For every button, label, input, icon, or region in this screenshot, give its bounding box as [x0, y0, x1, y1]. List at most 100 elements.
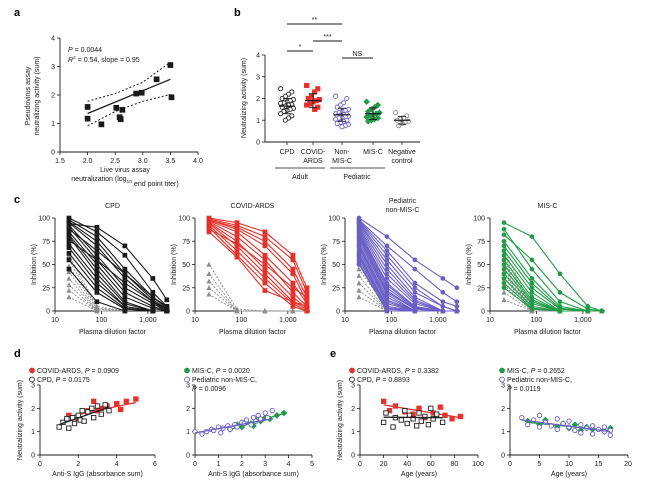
panel-e-left-legend-label-1: CPD, P = 0.8893 [357, 377, 410, 384]
panel-e-right: 0 5 10 15 20 0 1 2 3 Age (years) MIS-C, P = 0.2652… [499, 367, 632, 478]
panel-d-left-legend-marker-0 [29, 367, 35, 374]
panel-b-point-4 [396, 123, 402, 129]
panel-d-left-point-1 [71, 420, 78, 427]
panel-c-subplot-1: 10 100 1,000 0 25 50 75 100 Plasma dilution fact… [171, 203, 310, 336]
panel-c-series-point [384, 248, 390, 253]
panel-c-series-point [262, 276, 268, 281]
panel-c-series-point [94, 229, 100, 235]
panel-e-right-point-1 [578, 430, 584, 436]
panel-a-p-value-part-0: P [68, 47, 73, 54]
panel-e-right-x-tick-label: 20 [624, 461, 632, 468]
panel-e-left-point-1 [402, 408, 408, 414]
panel-d-left-point-1 [94, 403, 101, 409]
panel-c-y-label: Inhibition (%) [466, 244, 473, 285]
panel-e-right-legend-label-0-part-0: MIS-C, [507, 368, 531, 375]
panel-c-negative-point [206, 261, 212, 267]
panel-c-negative-point [206, 284, 212, 290]
panel-e-left-point-1 [439, 419, 446, 425]
panel-e-left-point-0 [449, 416, 455, 422]
panel-c-series-point [262, 229, 268, 235]
panel-c-negative-point [356, 280, 362, 286]
panel-b-point-1 [305, 95, 311, 102]
panel-e-left-x-tick-label: 100 [472, 461, 484, 468]
panel-c-series-point [290, 252, 296, 258]
panel-c-x-tick-label: 100 [531, 317, 543, 324]
panel-c-series-point [384, 271, 390, 277]
panel-b-point-4 [393, 110, 399, 116]
panel-e-left-point-1 [430, 416, 436, 422]
panel-c-y-tick-label: 0 [46, 309, 50, 316]
panel-d-left-point-1 [56, 424, 62, 430]
panel-e-right-legend-marker-0 [499, 367, 505, 374]
panel-a-chart: 1.5 2.0 2.5 3.0 3.5 4.0 0 1 2 3 4 Live virus assay n… [25, 36, 203, 189]
panel-c-series-point [529, 290, 535, 295]
panel-c-series-point [501, 257, 507, 263]
panel-c-series-point [234, 254, 240, 260]
panel-c-series-point [384, 262, 390, 267]
panel-a-point [138, 89, 145, 96]
panel-c-series-point [66, 234, 72, 239]
panel-e-right-point-1 [554, 416, 560, 422]
panel-d-right-x-tick-label: 4 [287, 461, 291, 468]
panel-c-series-point [501, 252, 507, 258]
panel-c-series-point [585, 308, 591, 314]
panel-a-y-label-line2: neutralizing activity (sum) [34, 57, 41, 136]
panel-d-left: 0 2 4 6 0 1 2 3 Anti-S IgG (absorbance sum) Neutr… [17, 367, 157, 478]
panel-d-left-y-tick-label: 2 [31, 406, 35, 413]
panel-c-negative-point [262, 308, 268, 314]
panel-e-right-point-1 [607, 432, 613, 438]
panel-b-point-2 [339, 124, 345, 130]
panel-c-y-tick-label: 50 [42, 262, 50, 269]
panel-c-negative-point [66, 294, 72, 300]
panel-c-negative-point [356, 272, 362, 278]
panel-c-x-label: Plasma dilution factor [79, 329, 147, 336]
panel-b-sig-label-2: * [299, 44, 302, 51]
panel-c-series-point [66, 266, 72, 272]
panel-c-series-point [122, 252, 128, 258]
panel-d-left-legend-label-0-part-1: P [85, 368, 90, 375]
panel-b-point-1 [304, 82, 310, 88]
panel-c-series-point [412, 285, 418, 291]
panel-d-left-point-0 [117, 406, 124, 413]
panel-c-y-tick-label: 25 [42, 285, 50, 292]
panel-c-series-point [557, 271, 563, 277]
panel-c-series-line [503, 245, 602, 312]
panel-c-negative-point [66, 269, 72, 275]
panel-d-left-legend-label-0: COVID-ARDS, P = 0.0909 [37, 368, 119, 375]
panel-e-right-x-tick-label: 5 [538, 461, 542, 468]
panel-a-point [167, 62, 174, 68]
panel-d-right-point-1 [227, 426, 233, 432]
panel-c-series-point [94, 262, 100, 267]
panel-c-series-point [150, 308, 156, 314]
panel-d-right-point-1 [255, 412, 261, 418]
panel-c-series-point [262, 288, 268, 293]
panel-a-y-tick-label: 0 [51, 150, 55, 157]
panel-b-category-1: COVID- [301, 149, 326, 156]
panel-c-negative-point [356, 294, 362, 300]
panel-e-left-legend-label-1-part-1: P [376, 377, 381, 384]
panel-e-right-legend-label-0: MIS-C, P = 0.2652 [507, 368, 565, 375]
panel-c-series-point [501, 238, 507, 244]
panel-a-point [84, 115, 91, 122]
panel-a-point [168, 94, 175, 101]
panel-c-series-point [557, 299, 563, 305]
panel-e-right-point-1 [525, 422, 531, 428]
panel-c-series-point [501, 262, 507, 267]
panel-a-y-tick-label: 4 [51, 36, 55, 43]
panel-d-left-legend-label-1: CPD, P = 0.0175 [37, 377, 90, 384]
panel-c-negative-line [503, 292, 602, 312]
panel-e-right-legend-stat-1-part-0: P [507, 386, 512, 393]
panel-c-series-point [262, 257, 268, 263]
panel-c-y-tick-label: 25 [182, 285, 190, 292]
panel-c-y-tick-label: 100 [328, 216, 340, 223]
panel-b-point-2 [344, 95, 350, 102]
panel-c-series-point [501, 280, 507, 286]
panel-c-negative-point [206, 291, 212, 297]
panel-a-x-tick-label: 4.0 [193, 158, 203, 165]
panel-e-left-point-1 [422, 413, 428, 420]
panel-a-y-tick-label: 2 [51, 93, 55, 100]
panel-c-x-tick-label: 100 [236, 317, 248, 324]
panel-e-left-point-1 [434, 411, 440, 417]
panel-a-ci-lower [87, 93, 171, 127]
